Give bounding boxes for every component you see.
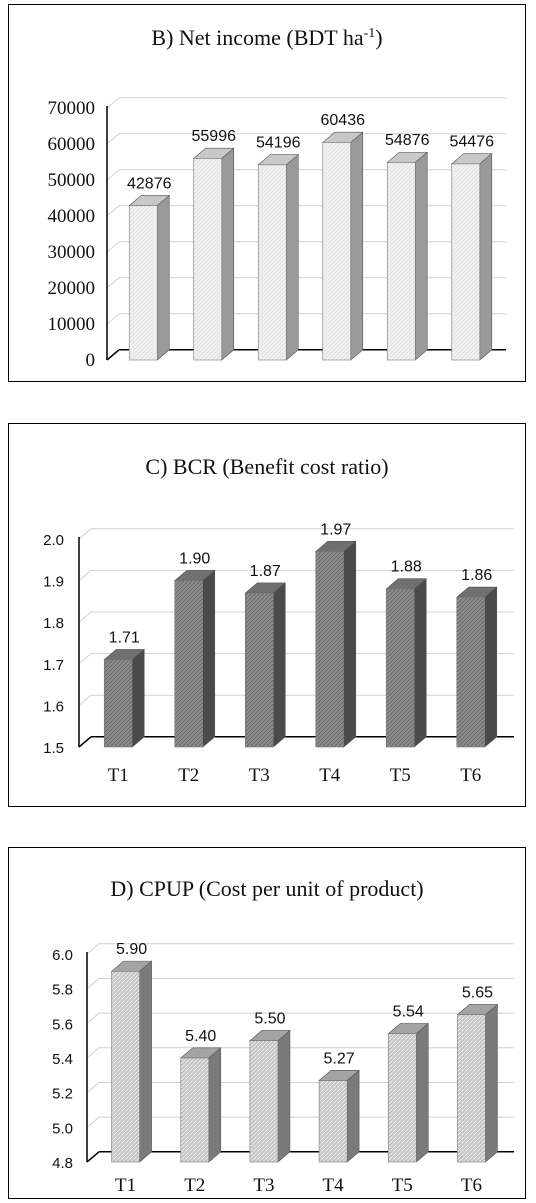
data-label-t2: 55996 (192, 128, 237, 145)
x-tick-label: T3 (253, 1175, 274, 1196)
y-tick-label: 5.0 (52, 1120, 73, 1137)
bar-t2 (192, 147, 235, 361)
gridline-diagonal (78, 611, 92, 623)
y-tick-label: 10000 (48, 314, 96, 335)
data-label-t3: 5.50 (254, 1010, 285, 1027)
chart-title: B) Net income (BDT ha-1) (151, 25, 382, 50)
gridline-diagonal (86, 1012, 100, 1024)
x-tick-label: T4 (319, 765, 341, 786)
gridline-diagonal (86, 978, 100, 990)
x-tick-label: T2 (178, 765, 199, 786)
gridline-diagonal (106, 241, 120, 253)
y-tick-label: 1.7 (43, 657, 64, 674)
y-tick-label: 5.6 (52, 1016, 73, 1033)
bar-t3 (249, 1029, 291, 1163)
bar-t5 (385, 578, 428, 748)
y-tick-label: 1.9 (43, 574, 64, 591)
y-tick-label: 50000 (48, 170, 96, 191)
gridline-diagonal (86, 943, 100, 955)
floor-edge (78, 736, 92, 748)
data-label-t4: 5.27 (324, 1050, 355, 1067)
bar-t2 (179, 1047, 222, 1163)
y-tick-label: 30000 (48, 242, 96, 263)
data-label-t1: 1.71 (109, 629, 140, 646)
gridline-diagonal (106, 133, 120, 145)
gridline-diagonal (106, 97, 120, 109)
chart-bcr: C) BCR (Benefit cost ratio) 1.5 1.6 1.7 1.8 1… (43, 454, 514, 786)
gridline-diagonal (106, 169, 120, 181)
x-tick-label: T6 (461, 1175, 482, 1196)
bar-t4 (321, 131, 364, 361)
gridline-diagonal (78, 653, 92, 665)
chart-title: D) CPUP (Cost per unit of product) (110, 876, 423, 901)
data-label-t5: 1.88 (391, 559, 422, 576)
gridline-diagonal (78, 528, 92, 540)
chart-net-income: B) Net income (BDT ha-1) 0 10000 20000 30000… (48, 25, 506, 371)
bar-t2 (173, 569, 216, 748)
gridline-diagonal (106, 277, 120, 289)
bar-t5 (387, 1022, 430, 1163)
gridline-diagonal (106, 205, 120, 217)
data-label-t5: 54876 (385, 132, 430, 149)
bar-t3 (244, 582, 287, 748)
gridline-diagonal (86, 1047, 100, 1059)
data-label-t2: 5.40 (185, 1028, 216, 1045)
x-tick-label: T5 (390, 765, 411, 786)
x-tick-label: T2 (184, 1175, 205, 1196)
bar-t3 (257, 154, 300, 361)
bar-t1 (103, 648, 146, 748)
bar-t5 (386, 151, 429, 361)
chart-panel-cpup: D) CPUP (Cost per unit of product) 4.8 5.0… (8, 847, 526, 1199)
y-tick-label: 70000 (48, 98, 96, 119)
chart-title: C) BCR (Benefit cost ratio) (145, 454, 388, 479)
gridline-diagonal (86, 1116, 100, 1128)
y-tick-label: 2.0 (43, 532, 64, 549)
data-label-t3: 54196 (256, 135, 301, 152)
gridline-diagonal (106, 313, 120, 325)
data-label-t4: 1.97 (320, 521, 351, 538)
y-tick-label: 20000 (48, 278, 96, 299)
x-tick-label: T5 (392, 1175, 413, 1196)
bar-t1 (128, 194, 171, 361)
data-label-t5: 5.54 (393, 1004, 424, 1021)
data-label-t6: 5.65 (462, 984, 493, 1001)
x-tick-label: T4 (323, 1175, 345, 1196)
bar-t6 (455, 586, 498, 748)
y-tick-label: 1.8 (43, 615, 64, 632)
y-tick-label: 0 (86, 350, 96, 371)
gridline-diagonal (86, 1082, 100, 1094)
y-tick-label: 1.6 (43, 698, 64, 715)
bar-t1 (110, 960, 153, 1163)
bar-t6 (456, 1003, 499, 1163)
y-tick-label: 40000 (48, 206, 96, 227)
data-label-t6: 1.86 (461, 567, 492, 584)
data-label-t1: 5.90 (116, 941, 147, 958)
x-tick-label: T1 (108, 765, 129, 786)
x-tick-label: T6 (460, 765, 481, 786)
y-tick-label: 4.8 (52, 1155, 73, 1172)
bar-t6 (450, 153, 493, 361)
bar-t4 (314, 540, 357, 748)
floor-edge (106, 349, 120, 361)
data-label-t4: 60436 (321, 112, 366, 129)
gridline-diagonal (78, 570, 92, 581)
y-tick-label: 6.0 (52, 947, 73, 964)
data-label-t3: 1.87 (250, 563, 281, 580)
chart-panel-bcr: C) BCR (Benefit cost ratio) 1.5 1.6 1.7 1.8 1… (8, 423, 526, 807)
y-tick-label: 5.8 (52, 982, 73, 999)
y-tick-label: 1.5 (43, 740, 64, 757)
gridline-diagonal (78, 694, 92, 706)
data-label-t1: 42876 (127, 175, 172, 192)
bar-t4 (318, 1069, 360, 1163)
data-label-t2: 1.90 (179, 550, 210, 567)
chart-cpup: D) CPUP (Cost per unit of product) 4.8 5.0… (52, 876, 514, 1196)
x-tick-label: T1 (115, 1175, 136, 1196)
y-tick-label: 5.4 (52, 1051, 73, 1068)
y-tick-label: 60000 (48, 134, 96, 155)
y-tick-label: 5.2 (52, 1086, 73, 1103)
x-tick-label: T3 (249, 765, 270, 786)
data-label-t6: 54476 (450, 134, 495, 151)
chart-panel-net-income: B) Net income (BDT ha-1) 0 10000 20000 30000… (8, 4, 526, 382)
floor-edge (86, 1151, 100, 1163)
